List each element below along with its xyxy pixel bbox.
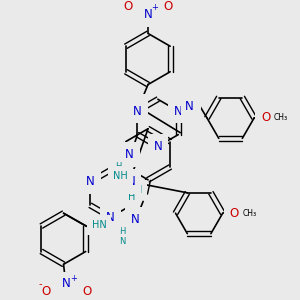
Text: N: N xyxy=(125,148,134,161)
Text: N: N xyxy=(144,8,152,21)
Text: N: N xyxy=(185,100,194,112)
Text: HN: HN xyxy=(129,99,144,109)
Text: O: O xyxy=(41,285,50,298)
Text: HN: HN xyxy=(92,220,106,230)
Text: O: O xyxy=(261,111,271,124)
Text: NH: NH xyxy=(113,171,128,181)
Text: N: N xyxy=(86,175,95,188)
Text: N: N xyxy=(154,140,162,153)
Text: H: H xyxy=(188,101,196,111)
Text: -: - xyxy=(38,279,42,289)
Text: N: N xyxy=(62,278,71,290)
Text: H: H xyxy=(135,184,142,195)
Text: O: O xyxy=(82,285,92,298)
Text: O: O xyxy=(230,207,239,220)
Text: N: N xyxy=(106,211,115,224)
Text: O: O xyxy=(124,0,133,14)
Text: N: N xyxy=(127,175,136,188)
Text: CH₃: CH₃ xyxy=(274,113,288,122)
Text: H
N: H N xyxy=(116,162,122,182)
Text: H
N: H N xyxy=(119,227,126,247)
Text: O: O xyxy=(163,0,172,14)
Text: H: H xyxy=(128,193,135,202)
Text: +: + xyxy=(152,3,158,12)
Text: N: N xyxy=(131,213,140,226)
Text: N: N xyxy=(133,105,142,118)
Text: CH₃: CH₃ xyxy=(242,209,256,218)
Text: +: + xyxy=(70,274,77,283)
Text: N: N xyxy=(174,105,183,118)
